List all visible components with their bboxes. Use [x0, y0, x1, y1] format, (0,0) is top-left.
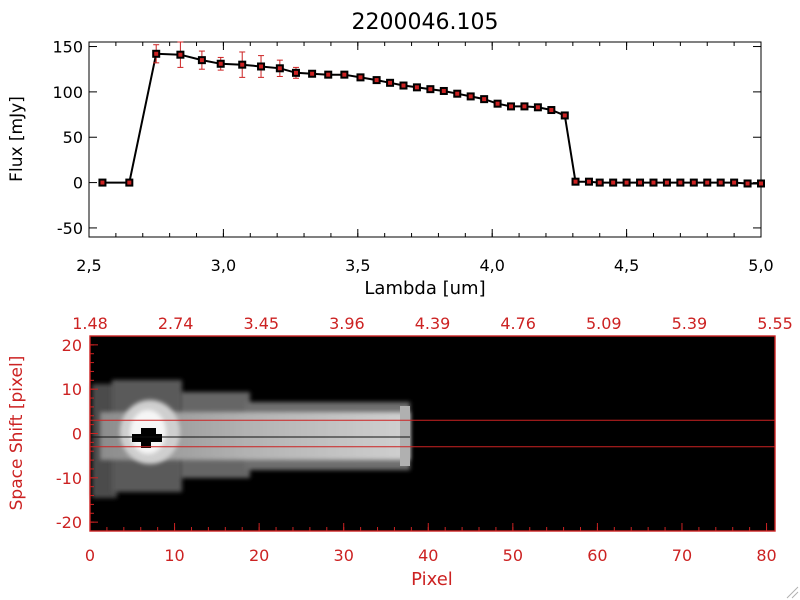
data-point-core [611, 180, 616, 185]
pixel-tick-label: 70 [672, 546, 692, 565]
data-point-core [388, 80, 393, 85]
data-point-core [509, 104, 514, 109]
chart-title: 2200046.105 [352, 10, 499, 35]
data-point-core [342, 72, 347, 77]
data-point-core [586, 179, 591, 184]
data-point-core [745, 181, 750, 186]
wavelength-tick-label: 5.09 [586, 314, 622, 333]
data-point-core [293, 70, 298, 75]
data-point-core [759, 181, 763, 186]
resize-grip-icon[interactable] [786, 586, 799, 599]
data-point-core [624, 180, 629, 185]
data-point-core [522, 104, 527, 109]
data-point-core [718, 180, 723, 185]
x-axis-label: Lambda [um] [364, 278, 485, 299]
shift-tick-label: 20 [62, 336, 82, 355]
data-point-core [326, 72, 331, 77]
wavelength-tick-label: 4.76 [500, 314, 536, 333]
spectrum-panel: 2200046.105 -50 0 50 100 150 2,5 3,0 3,5 4,0 4,5… [7, 10, 774, 299]
space-shift-axis-label: Space Shift [pixel] [7, 356, 27, 511]
data-point-core [259, 64, 264, 69]
wavelength-top-axis: 1.48 2.74 3.45 3.96 4.39 4.76 5.09 5.39 5.55 [72, 314, 793, 333]
pixel-tick-label: 10 [164, 546, 184, 565]
x-tick-label: 4,0 [479, 256, 504, 275]
pixel-axis-label: Pixel [411, 569, 453, 590]
y-tick-label: 150 [52, 38, 83, 57]
wavelength-tick-label: 3.45 [243, 314, 279, 333]
data-point-core [638, 180, 643, 185]
data-point-core [482, 97, 487, 102]
pixel-tick-label: 40 [418, 546, 438, 565]
flux-series [98, 41, 765, 188]
y-tick-label: 50 [63, 128, 83, 147]
spectral-trace [90, 380, 410, 498]
aperture-lines [90, 419, 775, 448]
shift-tick-label: 0 [72, 425, 82, 444]
data-point-core [455, 91, 460, 96]
data-point-core [573, 179, 578, 184]
wavelength-tick-label: 5.55 [757, 314, 793, 333]
flux-line [102, 52, 761, 185]
data-point-core [691, 180, 696, 185]
pixel-tick-label: 20 [249, 546, 269, 565]
data-point-core [277, 66, 282, 71]
pixel-tick-label: 50 [503, 546, 523, 565]
data-point-core [199, 58, 204, 63]
y-tick-label: 0 [73, 174, 83, 193]
data-point-core [414, 85, 419, 90]
data-point-core [441, 88, 446, 93]
x-axis-ticks: 2,5 3,0 3,5 4,0 4,5 5,0 [76, 42, 774, 275]
data-point-core [127, 180, 132, 185]
x-tick-label: 2,5 [76, 256, 101, 275]
spectrum-plot-frame [88, 41, 762, 238]
data-point-core [535, 105, 540, 110]
pixel-tick-label: 80 [756, 546, 776, 565]
data-point-core [100, 180, 105, 185]
shift-tick-label: -20 [56, 513, 82, 532]
space-shift-axis-ticks: -20 -10 0 10 20 [56, 335, 98, 532]
pixel-tick-label: 30 [334, 546, 354, 565]
wavelength-tick-label: 2.74 [158, 314, 194, 333]
data-point-core [705, 180, 710, 185]
data-point-core [678, 180, 683, 185]
data-point-core [664, 180, 669, 185]
data-point-core [178, 52, 183, 57]
data-point-core [358, 75, 363, 80]
pixel-axis-ticks: 0 10 20 30 40 50 60 70 80 [85, 523, 777, 565]
x-tick-label: 3,5 [345, 256, 370, 275]
data-point-core [549, 108, 554, 113]
shift-tick-label: 10 [62, 380, 82, 399]
data-point-core [240, 62, 245, 67]
pixel-tick-label: 0 [85, 546, 95, 565]
image-panel: 0 10 20 30 40 50 60 70 80 -20 -10 0 10 20 1.48 2.74 3.… [7, 314, 793, 590]
data-point-core [562, 113, 567, 118]
x-tick-label: 5,0 [748, 256, 773, 275]
y-tick-label: 100 [52, 83, 83, 102]
data-point-core [428, 87, 433, 92]
data-point-core [310, 71, 315, 76]
y-axis-label: Flux [mJy] [7, 96, 27, 182]
x-tick-label: 3,0 [211, 256, 236, 275]
data-point-core [468, 94, 473, 99]
data-point-core [401, 83, 406, 88]
data-point-core [374, 78, 379, 83]
x-tick-label: 4,5 [614, 256, 639, 275]
data-point-core [651, 180, 656, 185]
wavelength-tick-label: 1.48 [72, 314, 108, 333]
pixel-tick-label: 60 [587, 546, 607, 565]
wavelength-tick-label: 4.39 [415, 314, 451, 333]
y-tick-label: -50 [57, 219, 83, 238]
y-axis-ticks: -50 0 50 100 150 [52, 38, 761, 238]
wavelength-tick-label: 5.39 [672, 314, 708, 333]
data-point-core [597, 180, 602, 185]
data-point-core [732, 180, 737, 185]
data-point-core [218, 61, 223, 66]
wavelength-tick-label: 3.96 [329, 314, 365, 333]
data-point-core [154, 51, 159, 56]
shift-tick-label: -10 [56, 469, 82, 488]
data-point-core [495, 101, 500, 106]
